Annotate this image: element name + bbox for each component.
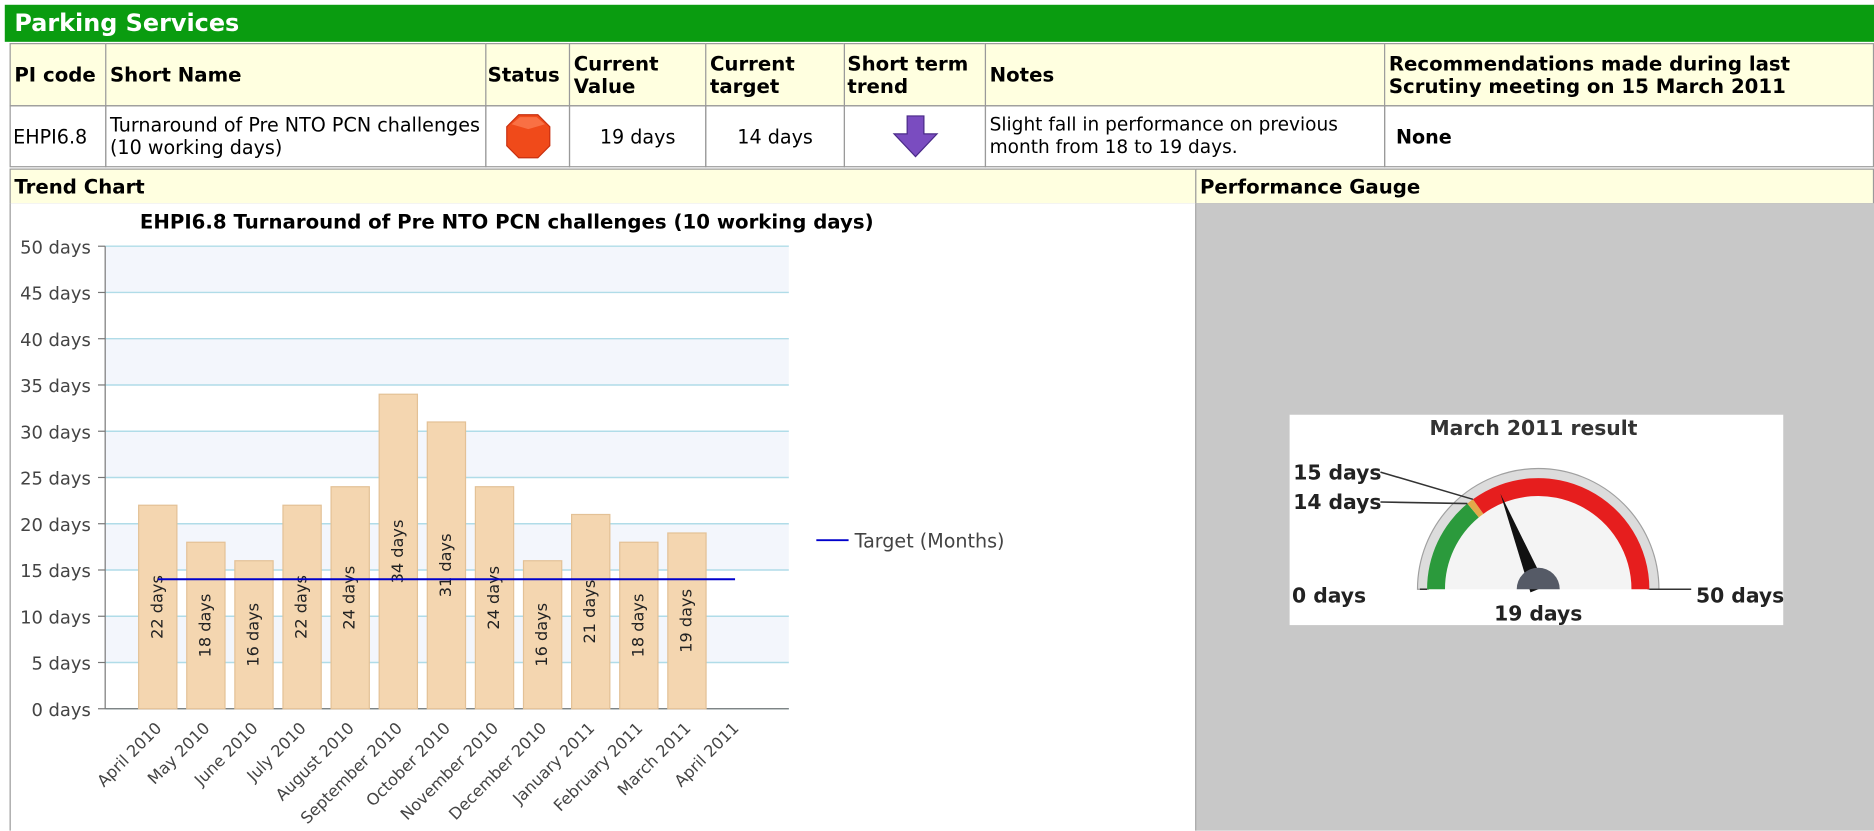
data-label: 31 days [436, 534, 455, 598]
section-header: Trend Chart [9, 168, 1197, 205]
data-label: 16 days [243, 603, 262, 667]
column-header: Short Name [105, 43, 487, 107]
gauge-tick [1380, 501, 1468, 505]
data-label: 22 days [292, 575, 311, 639]
y-tick-label: 15 days [20, 561, 91, 582]
y-tick-label: 50 days [20, 237, 91, 258]
bar [138, 504, 178, 710]
column-header: Current Value [568, 43, 707, 107]
data-label: 19 days [676, 589, 695, 653]
column-header: PI code [9, 43, 107, 107]
bar [378, 393, 419, 710]
x-tick-label: October 2010 [362, 718, 454, 810]
gauge-tick [1380, 471, 1474, 501]
plot-band [105, 246, 789, 293]
y-tick-label: 0 days [31, 700, 90, 721]
notes: Slight fall in performance on previous m… [984, 105, 1386, 168]
bar [186, 541, 226, 710]
legend-label: Target (Months) [854, 529, 1005, 552]
bar [667, 532, 707, 710]
chart-title: EHPI6.8 Turnaround of Pre NTO PCN challe… [140, 210, 874, 233]
data-label: 24 days [340, 566, 359, 630]
plot-band [105, 338, 789, 385]
y-tick-label: 45 days [20, 284, 91, 305]
data-label: 21 days [580, 580, 599, 644]
gauge-band [1467, 499, 1484, 518]
data-label: 18 days [628, 594, 647, 658]
gauge-tick-label: 15 days [1293, 460, 1381, 484]
gauge-band [1427, 503, 1479, 590]
y-tick-label: 10 days [20, 607, 91, 628]
data-label: 22 days [147, 575, 166, 639]
gauge-face [1444, 496, 1632, 590]
data-label: 16 days [532, 603, 551, 667]
y-tick-label: 35 days [20, 376, 91, 397]
bar [522, 560, 563, 710]
bar [330, 486, 370, 710]
gauge-tick-label: 50 days [1696, 583, 1784, 607]
status-cell [485, 105, 571, 168]
bar [282, 504, 322, 710]
bar [619, 541, 659, 710]
y-tick-label: 25 days [20, 469, 91, 490]
bar [571, 513, 611, 710]
gauge-value-label: 19 days [1494, 601, 1582, 625]
status-icon [505, 114, 550, 159]
recommendations: None [1384, 105, 1874, 168]
data-label: 24 days [484, 566, 503, 630]
bar [234, 560, 274, 710]
gauge-tick-label: 14 days [1293, 490, 1381, 514]
column-header: Recommendations made during last Scrutin… [1384, 43, 1874, 107]
gauge-title: March 2011 result [1429, 416, 1637, 440]
gauge-needle [1500, 493, 1547, 593]
y-tick-label: 30 days [20, 422, 91, 443]
data-label: 34 days [388, 520, 407, 584]
column-header: Short term trend [843, 43, 987, 107]
trend-icon [892, 115, 938, 158]
y-tick-label: 5 days [31, 654, 90, 675]
data-label: 18 days [195, 594, 214, 658]
short-name: Turnaround of Pre NTO PCN challenges (10… [105, 105, 487, 168]
y-tick-label: 40 days [20, 330, 91, 351]
y-tick-label: 20 days [20, 515, 91, 536]
bar [426, 421, 467, 710]
gauge-band [1472, 478, 1650, 590]
gauge-tick-label: 0 days [1292, 583, 1366, 607]
page-title: Parking Services [4, 4, 1874, 42]
gauge-hub [1516, 567, 1560, 590]
section-header: Performance Gauge [1195, 168, 1874, 205]
column-header: Current target [705, 43, 846, 107]
bar [474, 486, 515, 710]
